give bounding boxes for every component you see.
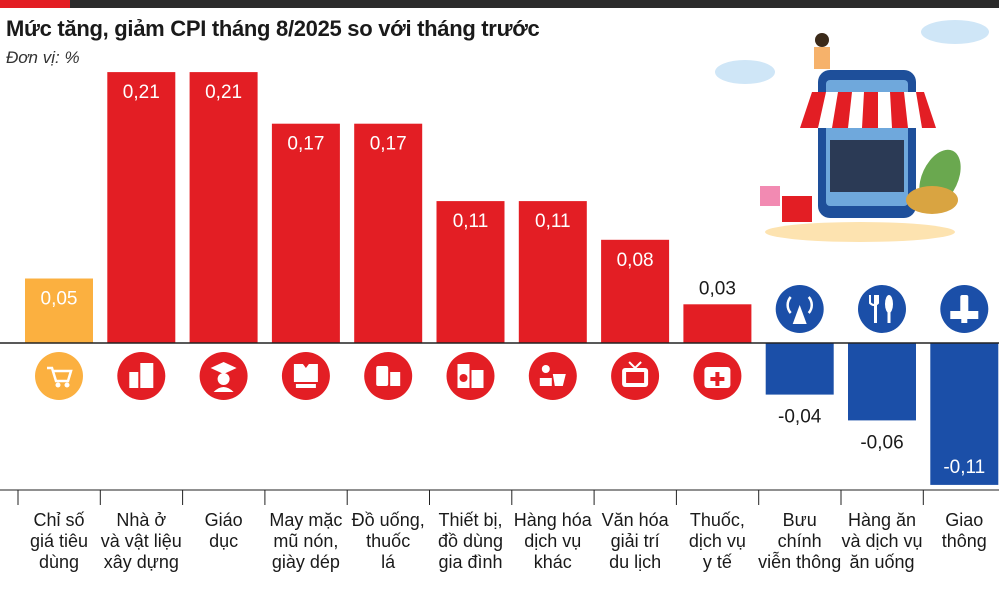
category-label: May mặc mũ nón, giày dép xyxy=(269,510,343,572)
traffic-light-icon xyxy=(940,285,989,333)
bar xyxy=(930,343,999,485)
top-bar-accent xyxy=(0,0,70,8)
chart-title: Mức tăng, giảm CPI tháng 8/2025 so với t… xyxy=(6,16,540,41)
top-bar xyxy=(0,0,999,8)
drinks-icon xyxy=(364,352,413,400)
bar xyxy=(601,239,670,343)
antenna-icon xyxy=(775,285,824,333)
icon-circle xyxy=(858,285,906,333)
category-label: Thiết bị, đồ dùng gia đình xyxy=(437,510,504,572)
category-label: Thuốc, dịch vụ y tế xyxy=(688,510,746,572)
category-label: Hàng hóa dịch vụ khác xyxy=(513,510,592,572)
shopping-cart-icon xyxy=(35,352,83,400)
category-label: Chỉ số giá tiêu dùng xyxy=(29,510,89,572)
data-label: 0,21 xyxy=(205,82,242,103)
data-label: 0,08 xyxy=(617,250,654,271)
graduate-icon xyxy=(199,352,248,400)
goods-icon xyxy=(528,352,577,400)
appliances-icon xyxy=(446,352,495,400)
bar xyxy=(189,72,258,343)
category-label: Đồ uống, thuốc lá xyxy=(351,510,425,572)
data-label: -0,11 xyxy=(943,457,985,478)
bar xyxy=(436,201,505,343)
data-label: -0,04 xyxy=(778,407,822,428)
shop-illustration xyxy=(715,20,989,242)
bar xyxy=(683,304,752,343)
bar xyxy=(25,278,93,343)
medical-kit-icon xyxy=(693,352,742,400)
fork-knife-icon xyxy=(858,285,906,333)
category-label: Văn hóa giải trí du lịch xyxy=(601,510,669,572)
category-label: Nhà ở và vật liệu xây dựng xyxy=(100,510,182,572)
tv-icon xyxy=(611,352,660,400)
bar xyxy=(107,72,176,343)
bar xyxy=(848,343,916,421)
icon-circle xyxy=(35,352,83,400)
data-label: 0,17 xyxy=(287,134,324,155)
icon-circle xyxy=(528,352,577,400)
data-label: 0,21 xyxy=(123,82,160,103)
category-label: Giáo dục xyxy=(204,510,243,551)
bar xyxy=(765,343,834,395)
data-label: 0,05 xyxy=(41,289,78,310)
clothing-icon xyxy=(281,352,330,400)
data-label: 0,11 xyxy=(535,211,571,232)
category-label: Giao thông xyxy=(941,510,987,551)
icon-circle xyxy=(446,352,495,400)
bar xyxy=(271,123,340,343)
data-label: 0,11 xyxy=(453,211,489,232)
category-label: Hàng ăn và dịch vụ ăn uống xyxy=(841,510,923,572)
data-label: -0,06 xyxy=(860,432,903,453)
buildings-icon xyxy=(117,352,166,400)
data-label: 0,03 xyxy=(699,278,736,299)
unit-label: Đơn vị: % xyxy=(6,48,80,67)
category-label: Bưu chính viễn thông xyxy=(758,510,842,572)
bar xyxy=(354,123,423,343)
bar xyxy=(518,201,587,343)
data-label: 0,17 xyxy=(370,134,407,155)
